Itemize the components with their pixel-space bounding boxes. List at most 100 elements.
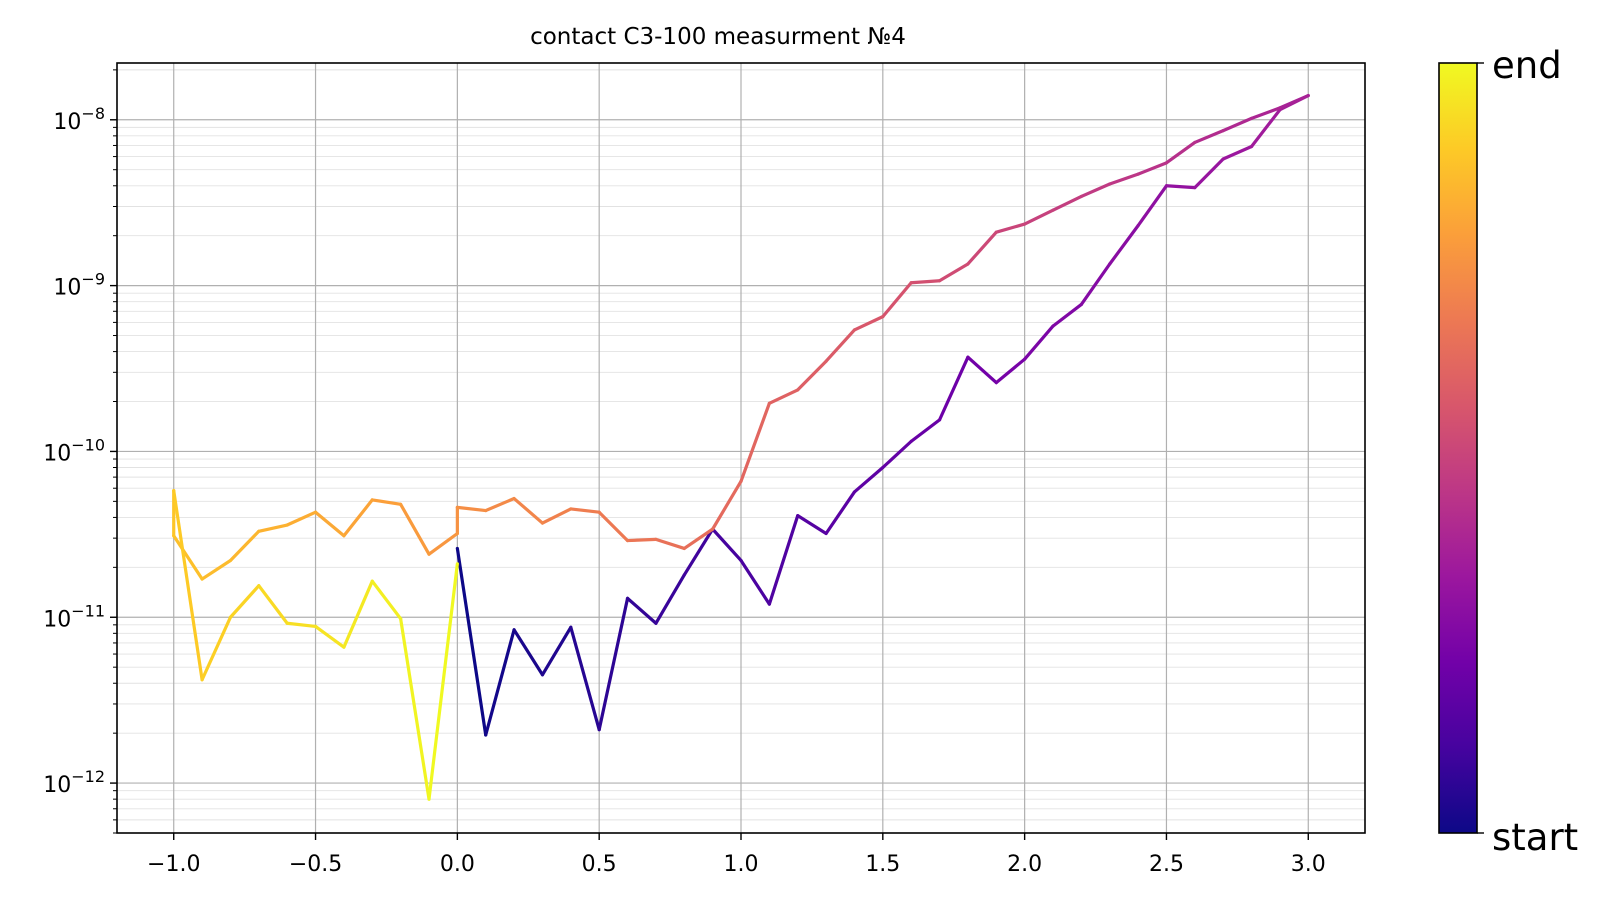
line-segment — [1249, 106, 1282, 120]
line-segment — [824, 490, 857, 536]
line-segment — [966, 355, 998, 385]
line-segment — [427, 531, 459, 556]
x-tick-label: 2.5 — [1149, 852, 1184, 877]
y-tick-label: 10−10 — [43, 435, 105, 466]
line-segment — [228, 529, 261, 563]
line-segment — [540, 507, 573, 525]
line-segment — [966, 230, 998, 266]
line-segment — [1164, 184, 1197, 190]
line-segment — [1023, 324, 1055, 361]
line-segment — [455, 505, 488, 513]
x-tick-label: −1.0 — [147, 852, 200, 877]
line-segment — [1221, 144, 1254, 161]
line-segment — [257, 523, 289, 533]
line-segment — [512, 628, 545, 677]
line-segment — [342, 498, 374, 538]
line-segment — [200, 615, 233, 682]
colorbar: end start — [1438, 44, 1578, 859]
line-segment — [881, 281, 913, 319]
line-segment — [682, 527, 715, 551]
x-tick-label: 1.0 — [724, 852, 759, 877]
line-segment — [313, 510, 346, 538]
y-tick-label: 10−8 — [53, 104, 105, 135]
line-segment — [399, 502, 431, 556]
data-line — [172, 93, 1310, 801]
line-segment — [285, 510, 318, 527]
x-tick-label: 0.0 — [440, 852, 475, 877]
line-segment — [342, 579, 374, 649]
grid-major-lines — [117, 63, 1365, 833]
x-tick-label: 1.5 — [865, 852, 900, 877]
line-segment — [484, 496, 516, 513]
line-segment — [228, 584, 261, 619]
line-segment — [1051, 194, 1083, 212]
line-segment — [172, 534, 204, 581]
line-segment — [625, 596, 658, 625]
x-axis: −1.0 −0.5 0.0 0.5 1.0 1.5 2.0 2.5 3.0 — [147, 833, 1326, 877]
line-segment — [1108, 224, 1140, 266]
line-segment — [484, 628, 516, 737]
line-segment — [257, 584, 289, 625]
line-segment — [172, 489, 204, 682]
colorbar-gradient — [1438, 62, 1478, 834]
line-segment — [711, 479, 743, 531]
x-tick-label: 2.0 — [1007, 852, 1042, 877]
line-segment — [796, 514, 828, 536]
line-segment — [399, 617, 431, 801]
line-segment — [909, 279, 942, 285]
x-tick-label: 3.0 — [1291, 852, 1326, 877]
line-segment — [1051, 302, 1083, 328]
line-segment — [597, 510, 630, 543]
line-segment — [512, 496, 545, 525]
x-tick-label: 0.5 — [582, 852, 617, 877]
colorbar-label-start: start — [1492, 816, 1578, 859]
line-segment — [1193, 129, 1225, 145]
line-segment — [313, 624, 346, 649]
y-tick-label: 10−9 — [53, 270, 105, 301]
line-segment — [937, 355, 970, 422]
line-segment — [1079, 182, 1112, 199]
line-segment — [852, 465, 885, 494]
line-segment — [569, 507, 601, 514]
line-segment — [739, 558, 771, 606]
chart-title: contact C3-100 measurment №4 — [530, 24, 906, 50]
colorbar-label-end: end — [1492, 44, 1562, 87]
line-segment — [370, 498, 403, 506]
line-segment — [427, 562, 459, 801]
line-segment — [285, 621, 318, 629]
line-segment — [200, 558, 233, 581]
line-segment — [994, 357, 1027, 385]
line-segment — [569, 625, 601, 732]
line-segment — [881, 439, 913, 470]
line-segment — [1136, 161, 1169, 176]
line-segment — [1108, 172, 1140, 186]
line-segment — [937, 262, 970, 283]
line-segment — [1278, 93, 1310, 110]
line-segment — [1193, 157, 1225, 190]
line-segment — [711, 527, 743, 563]
line-segment — [796, 359, 828, 392]
line-segment — [625, 537, 658, 543]
line-segment — [767, 514, 800, 606]
line-segment — [654, 537, 686, 551]
line-segment — [682, 527, 715, 577]
line-segment — [1249, 108, 1282, 149]
line-segment — [739, 401, 771, 483]
line-segment — [994, 222, 1027, 234]
line-segment — [654, 573, 686, 625]
line-segment — [370, 579, 403, 621]
x-tick-label: −0.5 — [289, 852, 342, 877]
line-segment — [1221, 116, 1254, 133]
line-segment — [824, 328, 857, 363]
line-segment — [767, 388, 800, 405]
line-segment — [1023, 208, 1055, 226]
line-segment — [1079, 262, 1112, 307]
line-segment — [909, 418, 942, 443]
line-segment — [455, 546, 488, 737]
line-segment — [1164, 140, 1197, 165]
y-axis: 10−12 10−11 10−10 10−9 10−8 — [43, 69, 117, 834]
y-tick-label: 10−11 — [43, 601, 105, 632]
line-segment — [852, 315, 885, 332]
